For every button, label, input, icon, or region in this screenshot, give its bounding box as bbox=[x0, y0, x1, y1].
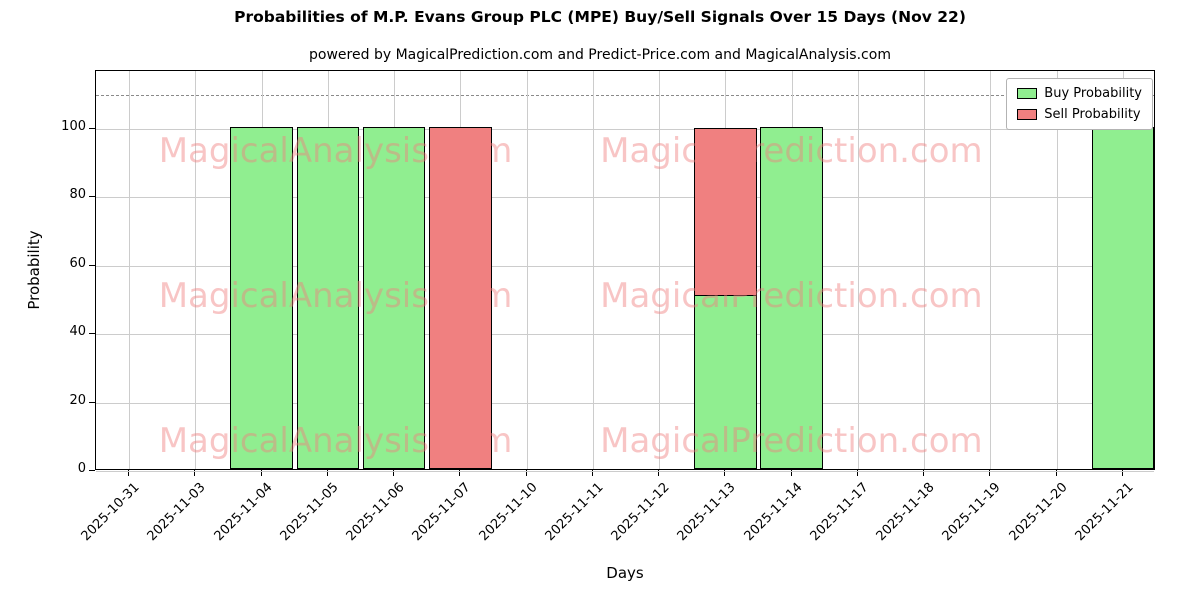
watermark-text: MagicalAnalysis.com bbox=[158, 421, 513, 461]
x-tick-label: 2025-10-31 bbox=[78, 480, 143, 545]
x-tick-mark bbox=[525, 470, 527, 476]
x-tick-label: 2025-11-04 bbox=[211, 480, 276, 545]
x-gridline bbox=[195, 71, 197, 469]
watermark-text: MagicalPrediction.com bbox=[600, 421, 983, 461]
x-tick-mark bbox=[856, 470, 858, 476]
x-tick-mark bbox=[1055, 470, 1057, 476]
watermark-text: MagicalPrediction.com bbox=[600, 131, 983, 171]
y-gridline bbox=[96, 402, 1154, 404]
y-gridline bbox=[96, 471, 1154, 472]
x-tick-mark bbox=[1121, 470, 1123, 476]
dashed-gridline bbox=[96, 94, 1154, 96]
y-tick-mark bbox=[89, 470, 95, 471]
x-tick-label: 2025-11-20 bbox=[1006, 480, 1071, 545]
y-tick-label: 40 bbox=[69, 324, 86, 340]
y-gridline bbox=[96, 197, 1154, 199]
x-gridline bbox=[129, 71, 131, 469]
x-tick-mark bbox=[128, 470, 130, 476]
buy-bar bbox=[1091, 127, 1154, 469]
x-axis-label: Days bbox=[606, 564, 644, 582]
sell-bar bbox=[429, 127, 492, 469]
y-tick-mark bbox=[89, 333, 95, 335]
x-gridline bbox=[857, 71, 859, 469]
buy-probability-swatch bbox=[1017, 88, 1038, 99]
x-tick-mark bbox=[989, 470, 991, 476]
y-tick-mark bbox=[89, 128, 95, 130]
x-tick-mark bbox=[194, 470, 196, 476]
x-tick-mark bbox=[459, 470, 461, 476]
x-gridline bbox=[990, 71, 992, 469]
x-tick-label: 2025-11-17 bbox=[807, 480, 872, 545]
x-tick-mark bbox=[790, 470, 792, 476]
buy-bar bbox=[296, 127, 359, 469]
legend-item-buy: Buy Probability bbox=[1017, 86, 1142, 101]
legend-label-buy: Buy Probability bbox=[1044, 86, 1142, 101]
x-tick-label: 2025-11-12 bbox=[608, 480, 673, 545]
y-tick-mark bbox=[89, 401, 95, 403]
x-tick-mark bbox=[591, 470, 593, 476]
plot-area: MagicalAnalysis.com MagicalPrediction.com… bbox=[95, 70, 1155, 472]
y-tick-label: 80 bbox=[69, 187, 86, 203]
legend: Buy Probability Sell Probability bbox=[1006, 78, 1153, 130]
x-tick-label: 2025-11-10 bbox=[476, 480, 541, 545]
y-gridline bbox=[96, 334, 1154, 336]
x-gridline bbox=[924, 71, 926, 469]
x-tick-mark bbox=[724, 470, 726, 476]
buy-bar bbox=[362, 127, 426, 469]
x-tick-label: 2025-11-21 bbox=[1072, 480, 1137, 545]
x-tick-label: 2025-11-13 bbox=[674, 480, 739, 545]
buy-bar bbox=[230, 127, 293, 469]
x-gridline bbox=[659, 71, 661, 469]
chart-subtitle: powered by MagicalPrediction.com and Pre… bbox=[309, 47, 891, 63]
x-gridline bbox=[592, 71, 594, 469]
x-tick-mark bbox=[393, 470, 395, 476]
legend-label-sell: Sell Probability bbox=[1044, 107, 1141, 122]
sell-bar bbox=[694, 128, 757, 296]
x-tick-label: 2025-11-03 bbox=[144, 480, 209, 545]
x-gridline bbox=[1056, 71, 1058, 469]
watermark-text: MagicalAnalysis.com bbox=[158, 131, 513, 171]
x-tick-label: 2025-11-11 bbox=[542, 480, 607, 545]
x-tick-mark bbox=[260, 470, 262, 476]
x-tick-label: 2025-11-07 bbox=[409, 480, 474, 545]
x-tick-label: 2025-11-14 bbox=[741, 480, 806, 545]
y-gridline bbox=[96, 129, 1154, 131]
x-tick-label: 2025-11-19 bbox=[939, 480, 1004, 545]
y-tick-mark bbox=[89, 196, 95, 198]
chart-title: Probabilities of M.P. Evans Group PLC (M… bbox=[234, 8, 966, 26]
legend-item-sell: Sell Probability bbox=[1017, 107, 1142, 122]
x-gridline bbox=[526, 71, 528, 469]
sell-probability-swatch bbox=[1017, 109, 1038, 120]
buy-bar bbox=[760, 127, 823, 469]
x-tick-mark bbox=[658, 470, 660, 476]
x-tick-mark bbox=[923, 470, 925, 476]
y-tick-label: 60 bbox=[69, 255, 86, 271]
watermark-text: MagicalPrediction.com bbox=[600, 276, 983, 316]
watermark-text: MagicalAnalysis.com bbox=[158, 276, 513, 316]
x-tick-label: 2025-11-05 bbox=[277, 480, 342, 545]
x-tick-label: 2025-11-06 bbox=[343, 480, 408, 545]
x-tick-label: 2025-11-18 bbox=[873, 480, 938, 545]
y-tick-label: 100 bbox=[61, 119, 86, 135]
y-tick-label: 0 bbox=[77, 461, 86, 476]
y-tick-mark bbox=[89, 264, 95, 266]
y-tick-label: 20 bbox=[69, 392, 86, 408]
y-gridline bbox=[96, 265, 1154, 267]
x-tick-mark bbox=[326, 470, 328, 476]
